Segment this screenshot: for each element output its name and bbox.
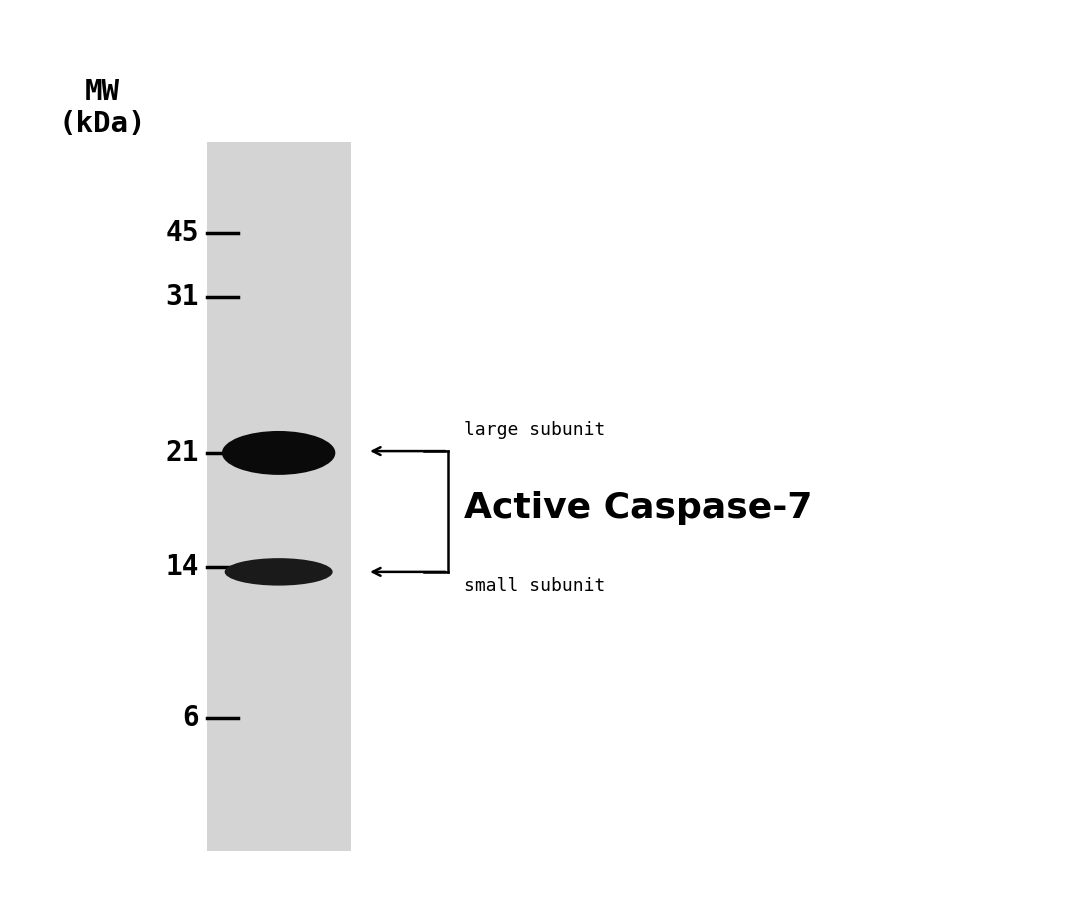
Text: Active Caspase-7: Active Caspase-7: [464, 490, 813, 525]
Text: 14: 14: [165, 554, 199, 581]
Text: small subunit: small subunit: [464, 576, 606, 595]
Text: 21: 21: [165, 439, 199, 467]
Ellipse shape: [225, 558, 333, 586]
Text: large subunit: large subunit: [464, 421, 606, 439]
Bar: [207, 142, 351, 851]
Text: 31: 31: [165, 284, 199, 311]
Text: MW
(kDa): MW (kDa): [58, 78, 147, 138]
Text: 6: 6: [181, 705, 199, 732]
Text: 45: 45: [165, 220, 199, 247]
Ellipse shape: [222, 431, 335, 475]
